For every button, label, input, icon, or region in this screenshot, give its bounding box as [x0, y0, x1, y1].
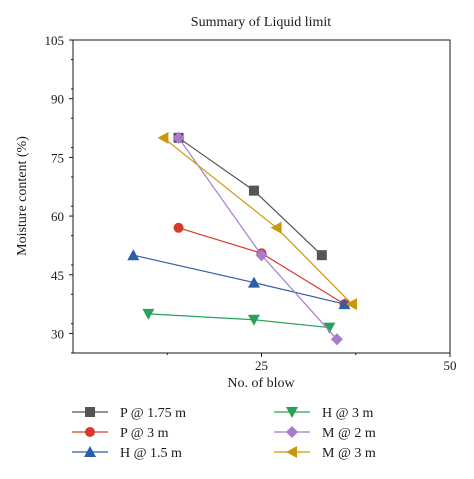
legend: P @ 1.75 m P @ 3 m H @ 1.5 m H @ 3 m M @ 2 m… — [72, 406, 376, 461]
series-1 — [173, 132, 327, 261]
legend-label: P @ 1.75 m — [120, 406, 186, 421]
data-point — [142, 308, 155, 320]
y-tick-label: 75 — [51, 150, 64, 165]
legend-label: M @ 2 m — [322, 426, 376, 441]
x-axis: 25 50 — [166, 353, 457, 373]
legend-marker — [286, 446, 297, 458]
y-axis: 30 45 60 75 90 105 — [45, 33, 73, 354]
plot-frame — [72, 39, 451, 354]
legend-label: M @ 3 m — [322, 446, 376, 461]
series-3 — [127, 249, 351, 310]
data-point — [247, 314, 260, 326]
series-5 — [172, 131, 343, 346]
series-layer — [127, 131, 357, 346]
data-point — [330, 333, 343, 346]
legend-marker — [286, 426, 298, 438]
x-tick-label: 50 — [444, 358, 457, 373]
legend-label: H @ 1.5 m — [120, 446, 182, 461]
legend-item: M @ 3 m — [274, 446, 376, 461]
y-tick-label: 105 — [45, 33, 65, 48]
series-line — [148, 313, 330, 329]
data-point — [316, 250, 327, 261]
legend-label: P @ 3 m — [120, 426, 169, 441]
series-line — [133, 254, 345, 305]
series-line — [163, 137, 353, 305]
series-line — [178, 227, 345, 305]
x-tick-label: 25 — [255, 358, 268, 373]
data-point — [173, 222, 184, 233]
data-point — [247, 276, 260, 288]
y-tick-label: 45 — [51, 268, 64, 283]
y-tick-label: 90 — [51, 92, 64, 107]
data-point — [270, 221, 282, 234]
series-6 — [157, 131, 357, 311]
legend-marker — [84, 446, 96, 457]
legend-item: P @ 1.75 m — [72, 406, 186, 421]
series-line — [178, 137, 323, 256]
legend-item: H @ 3 m — [274, 406, 374, 421]
series-2 — [173, 222, 350, 310]
data-point — [323, 322, 336, 334]
legend-item: M @ 2 m — [274, 426, 376, 441]
data-point — [248, 185, 259, 196]
data-point — [255, 249, 268, 262]
legend-item: P @ 3 m — [72, 426, 169, 441]
data-point — [338, 298, 351, 310]
x-axis-title: No. of blow — [227, 376, 295, 391]
y-tick-label: 30 — [51, 326, 64, 341]
legend-marker — [85, 427, 95, 437]
data-point — [172, 131, 185, 144]
legend-marker — [286, 407, 298, 418]
y-axis-title: Moisture content (%) — [15, 136, 30, 256]
data-point — [157, 131, 169, 144]
data-point — [345, 298, 357, 311]
y-tick-label: 60 — [51, 209, 64, 224]
data-point — [127, 249, 140, 261]
chart-title: Summary of Liquid limit — [191, 15, 331, 30]
legend-label: H @ 3 m — [322, 406, 374, 421]
legend-item: H @ 1.5 m — [72, 446, 182, 461]
series-4 — [142, 308, 336, 334]
legend-marker — [85, 407, 95, 417]
